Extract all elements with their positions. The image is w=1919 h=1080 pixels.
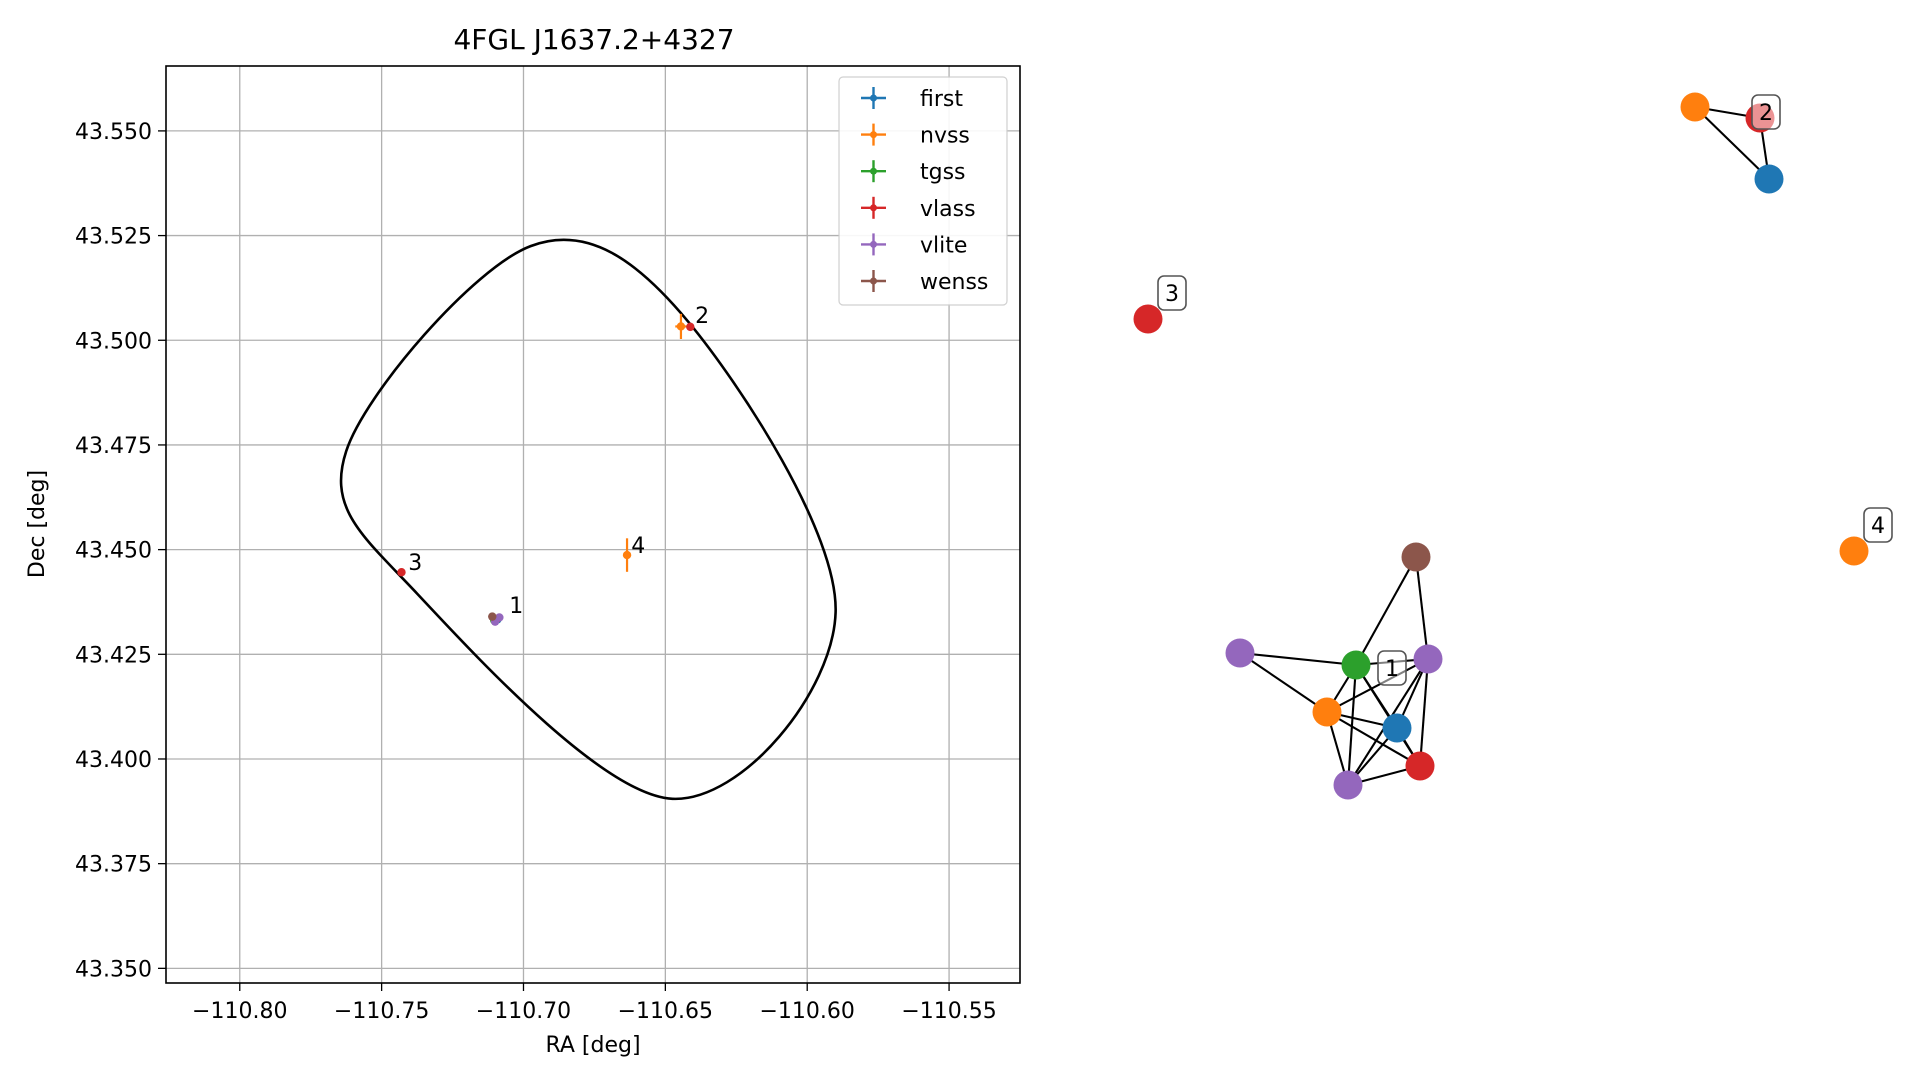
x-tick-label: −110.65	[618, 999, 713, 1024]
plot-frame	[165, 65, 1021, 984]
graph-edge	[1239, 651, 1357, 667]
y-tick-label: 43.500	[75, 329, 152, 354]
graph-labels: 1 2 3 4	[1157, 94, 1893, 686]
graph-label: 1	[1385, 657, 1399, 682]
data-points-layer	[397, 313, 695, 626]
graph-edge	[1355, 556, 1417, 666]
y-tick-label: 43.400	[75, 748, 152, 773]
graph-node	[1680, 92, 1710, 122]
legend-entries: first nvss tgss vlass vlite wenss	[861, 87, 988, 295]
y-tick-label: 43.550	[75, 120, 152, 145]
grid-lines	[166, 66, 1020, 983]
graph-nodes	[1133, 92, 1869, 800]
x-tick-label: −110.70	[476, 999, 571, 1024]
graph-node	[1341, 650, 1371, 680]
graph-edge	[1418, 658, 1430, 767]
x-tick-label: −110.55	[901, 999, 996, 1024]
network-graph: 1 2 3 4	[1133, 92, 1893, 800]
x-tick-label: −110.75	[334, 999, 429, 1024]
wenss-point	[488, 612, 497, 621]
y-tick-label: 43.425	[75, 643, 152, 668]
point-annotation: 3	[408, 551, 422, 576]
legend-swatch-marker	[870, 240, 877, 248]
legend-label-first: first	[920, 87, 963, 112]
point-annotation: 2	[695, 304, 709, 329]
vlass-point	[397, 568, 406, 577]
y-tick-label: 43.525	[75, 225, 152, 250]
graph-label: 4	[1871, 514, 1885, 539]
graph-label-box	[1157, 275, 1187, 311]
legend: first nvss tgss vlass vlite wenss	[838, 76, 1008, 306]
legend-swatch-marker	[870, 94, 877, 102]
graph-edge	[1414, 556, 1430, 660]
graph-edges	[1239, 105, 1771, 787]
graph-edge	[1326, 658, 1429, 713]
legend-swatch-marker	[870, 204, 877, 212]
vlass-point	[686, 322, 695, 332]
point-annotation: 4	[631, 534, 645, 559]
graph-label: 2	[1759, 101, 1773, 126]
graph-node	[1405, 751, 1435, 781]
graph-label-box	[1863, 507, 1893, 543]
graph-node	[1754, 164, 1784, 194]
x-axis-label: RA [deg]	[545, 1033, 640, 1058]
error-ellipse-layer	[339, 238, 837, 801]
y-tick-label: 43.450	[75, 539, 152, 564]
x-tick-label: −110.80	[192, 999, 287, 1024]
legend-label-nvss: nvss	[920, 124, 970, 149]
graph-node	[1133, 304, 1163, 334]
legend-label-wenss: wenss	[920, 270, 988, 295]
graph-label-box	[1751, 94, 1781, 130]
point-annotation: 1	[509, 594, 523, 619]
annotations-layer: 1 2 3 4	[408, 304, 709, 619]
chart-title: 4FGL J1637.2+4327	[453, 23, 734, 56]
graph-node	[1312, 697, 1342, 727]
legend-swatch-marker	[870, 277, 877, 285]
vlite-point	[495, 613, 504, 622]
legend-swatch-marker	[870, 167, 877, 175]
x-axis-ticks: −110.80 −110.75 −110.70 −110.65 −110.60 −110.…	[192, 983, 997, 1024]
legend-label-tgss: tgss	[920, 160, 966, 185]
graph-node	[1413, 644, 1443, 674]
graph-edge	[1239, 652, 1328, 713]
graph-label: 3	[1165, 282, 1179, 307]
nvss-point	[622, 550, 632, 560]
y-axis-ticks: 43.350 43.375 43.400 43.425 43.450 43.475 43.5…	[75, 120, 166, 982]
y-tick-label: 43.375	[75, 853, 152, 878]
graph-node	[1333, 770, 1363, 800]
x-tick-label: −110.60	[759, 999, 854, 1024]
y-axis-label: Dec [deg]	[25, 470, 50, 578]
graph-edge	[1346, 664, 1358, 786]
graph-node	[1382, 713, 1412, 743]
graph-edge	[1694, 106, 1770, 180]
graph-edge	[1326, 711, 1421, 767]
graph-node	[1401, 542, 1431, 572]
legend-label-vlass: vlass	[920, 197, 976, 222]
localization-ellipse	[339, 238, 837, 801]
nvss-point	[676, 322, 686, 331]
y-tick-label: 43.350	[75, 957, 152, 982]
graph-node	[1839, 536, 1869, 566]
graph-node	[1225, 638, 1255, 668]
legend-swatch-marker	[870, 131, 877, 139]
y-tick-label: 43.475	[75, 434, 152, 459]
legend-label-vlite: vlite	[920, 233, 967, 258]
graph-label-box	[1377, 650, 1407, 686]
